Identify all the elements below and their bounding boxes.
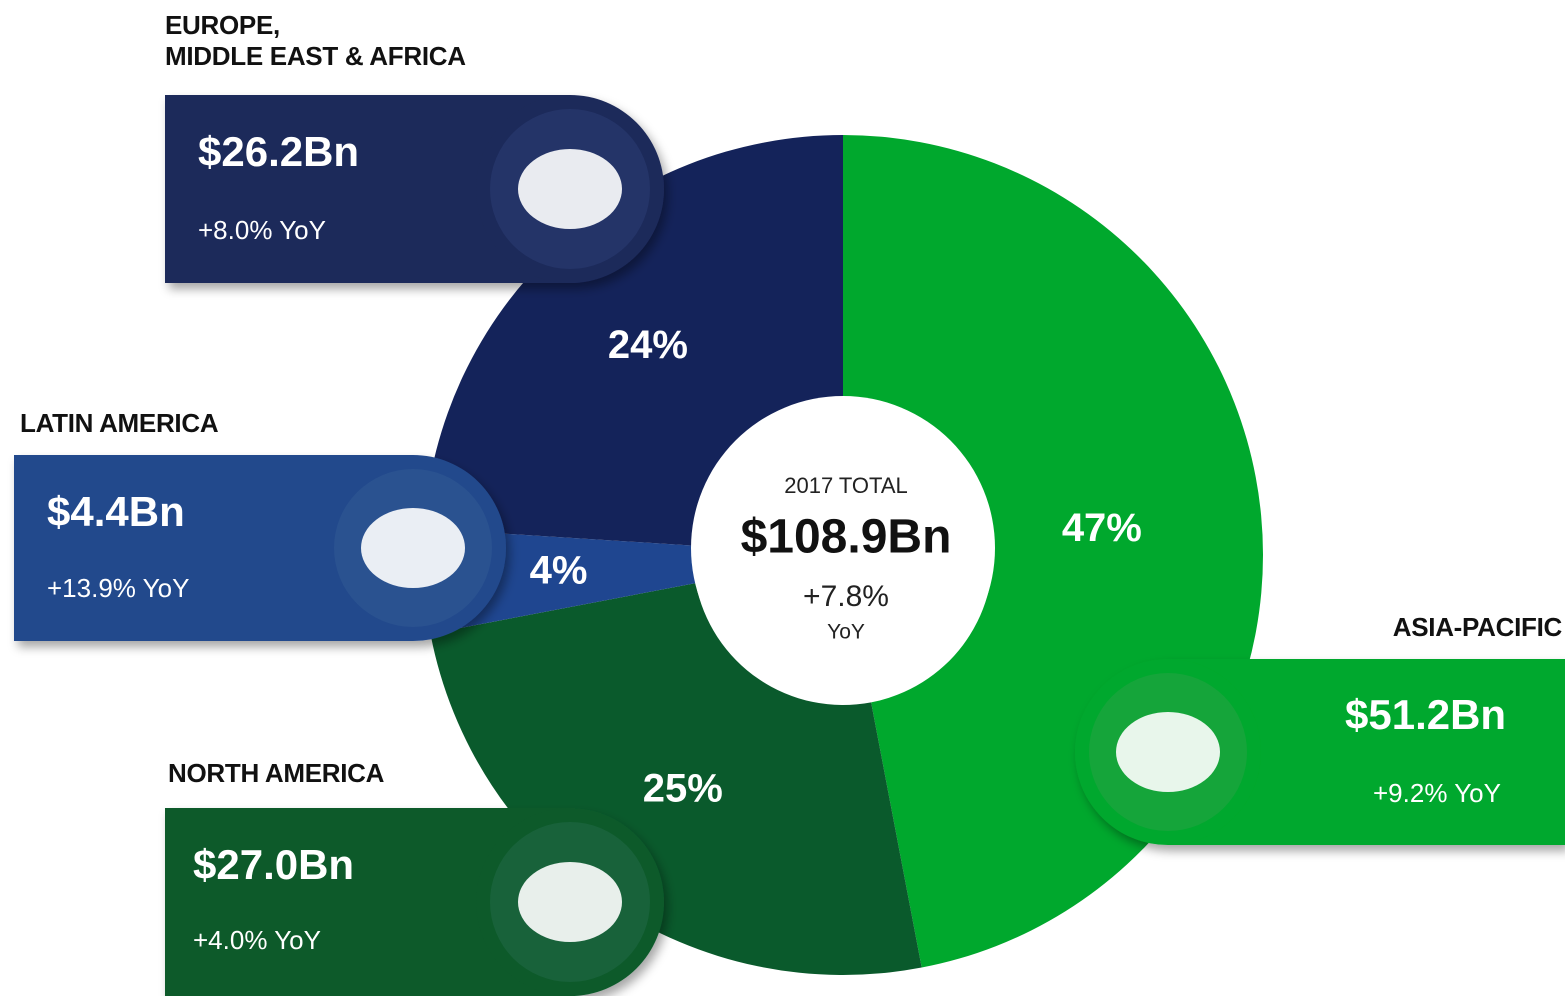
region-name: NORTH AMERICA	[168, 758, 385, 788]
segment-label: 4%	[530, 548, 588, 592]
donut-hole	[691, 396, 995, 700]
region-amount: $26.2Bn	[198, 128, 359, 175]
segment-label: 24%	[608, 323, 688, 367]
region-amount: $27.0Bn	[193, 841, 354, 888]
region-yoy: +9.2% YoY	[1373, 778, 1501, 808]
center-value: $108.9Bn	[741, 511, 952, 564]
region-name: ASIA-PACIFIC	[1392, 612, 1563, 642]
region-amount: $51.2Bn	[1345, 691, 1506, 738]
center-unit: YoY	[827, 621, 865, 644]
map-icon	[518, 862, 622, 942]
map-icon	[1116, 712, 1220, 792]
region-name: LATIN AMERICA	[20, 408, 219, 438]
donut-segment	[430, 583, 922, 976]
region-name: EUROPE, MIDDLE EAST & AFRICA	[165, 10, 466, 71]
segment-label: 47%	[1062, 506, 1142, 550]
region-yoy: +4.0% YoY	[193, 925, 321, 955]
map-icon	[518, 149, 622, 229]
region-amount: $4.4Bn	[47, 488, 185, 535]
region-yoy: +13.9% YoY	[47, 573, 189, 603]
center-change: +7.8%	[803, 580, 889, 613]
region-yoy: +8.0% YoY	[198, 215, 326, 245]
segment-label: 25%	[643, 766, 723, 810]
center-title: 2017 TOTAL	[784, 473, 908, 498]
map-icon	[361, 508, 465, 588]
